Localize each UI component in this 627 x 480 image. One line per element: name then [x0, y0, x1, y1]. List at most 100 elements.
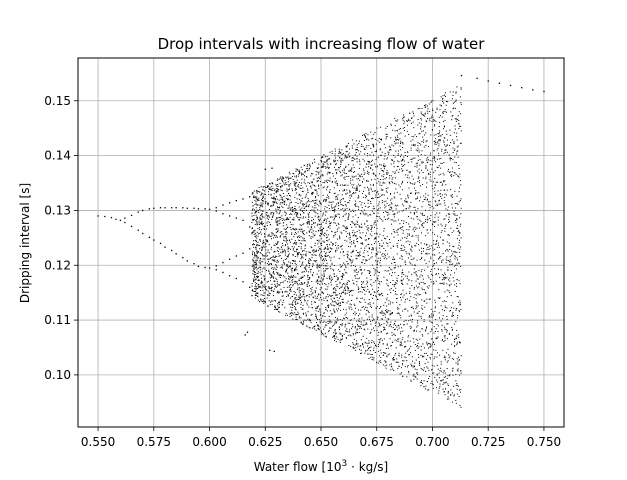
data-point [378, 193, 380, 195]
data-point [376, 263, 378, 265]
data-point [429, 201, 431, 203]
data-point [380, 154, 382, 156]
data-point [314, 189, 316, 191]
data-point [438, 317, 440, 319]
data-point [320, 238, 322, 240]
data-point [276, 201, 278, 203]
data-point [403, 160, 405, 162]
data-point [252, 191, 254, 193]
data-point [362, 282, 364, 284]
data-point [274, 199, 276, 201]
data-point [278, 199, 280, 201]
data-point [348, 308, 350, 310]
data-point [304, 282, 306, 284]
data-point [262, 255, 264, 257]
data-point [399, 314, 401, 316]
data-point [320, 233, 322, 235]
data-point [401, 210, 403, 212]
data-point [368, 340, 370, 342]
data-point [428, 389, 430, 391]
data-point [267, 214, 269, 216]
data-point [445, 208, 447, 210]
data-point [291, 303, 293, 305]
data-point [257, 204, 259, 206]
data-point [336, 249, 338, 251]
data-point [298, 217, 300, 219]
data-point [267, 218, 269, 220]
data-point [305, 312, 307, 314]
data-point [375, 143, 377, 145]
data-point [275, 243, 277, 245]
data-point [292, 259, 294, 261]
data-point [394, 156, 396, 158]
data-point [313, 207, 315, 209]
data-point [315, 249, 317, 251]
data-point [361, 291, 363, 293]
data-point [335, 288, 337, 290]
data-point [384, 155, 386, 157]
data-point [451, 343, 453, 345]
data-point [458, 336, 460, 338]
data-point [356, 188, 358, 190]
data-point [440, 167, 442, 169]
data-point [416, 294, 418, 296]
data-point [439, 130, 441, 132]
data-point [299, 287, 301, 289]
data-point [453, 175, 455, 177]
data-point [442, 315, 444, 317]
data-point [393, 229, 395, 231]
data-point [458, 309, 460, 311]
data-point [281, 243, 283, 245]
data-point [359, 321, 361, 323]
data-point [344, 326, 346, 328]
data-point [344, 263, 346, 265]
data-point [446, 330, 448, 332]
data-point [435, 181, 437, 183]
data-point [367, 230, 369, 232]
data-point [291, 271, 293, 273]
data-point [387, 157, 389, 159]
data-point [254, 284, 256, 286]
data-point [271, 289, 273, 291]
data-point [437, 224, 439, 226]
data-point [344, 292, 346, 294]
data-point [296, 212, 298, 214]
data-point [279, 291, 281, 293]
data-point [269, 257, 271, 259]
data-point [281, 252, 283, 254]
data-point [407, 310, 409, 312]
data-point [438, 289, 440, 291]
data-point [276, 217, 278, 219]
data-point [182, 256, 184, 259]
data-point [291, 213, 293, 215]
data-point [434, 214, 436, 216]
data-point [360, 339, 362, 341]
data-point [208, 208, 211, 211]
data-point [344, 239, 346, 241]
data-point [354, 200, 356, 202]
data-point [432, 283, 434, 285]
data-point [261, 249, 263, 251]
data-point [418, 310, 420, 312]
data-point [373, 238, 375, 240]
data-point [365, 260, 367, 262]
data-point [452, 152, 454, 154]
data-point [298, 228, 300, 230]
data-point [253, 190, 255, 192]
data-point [390, 312, 392, 314]
data-point [347, 288, 349, 290]
data-point [459, 217, 461, 219]
data-point [418, 151, 420, 153]
data-point [359, 251, 361, 253]
data-point [314, 226, 316, 228]
data-point [423, 289, 425, 291]
data-point [362, 213, 364, 215]
data-point [373, 267, 375, 269]
data-point [346, 261, 348, 263]
data-point [284, 276, 286, 278]
data-point [452, 253, 454, 255]
data-point [424, 259, 426, 261]
data-point [451, 194, 453, 196]
data-point [282, 199, 284, 201]
data-point [334, 300, 336, 302]
